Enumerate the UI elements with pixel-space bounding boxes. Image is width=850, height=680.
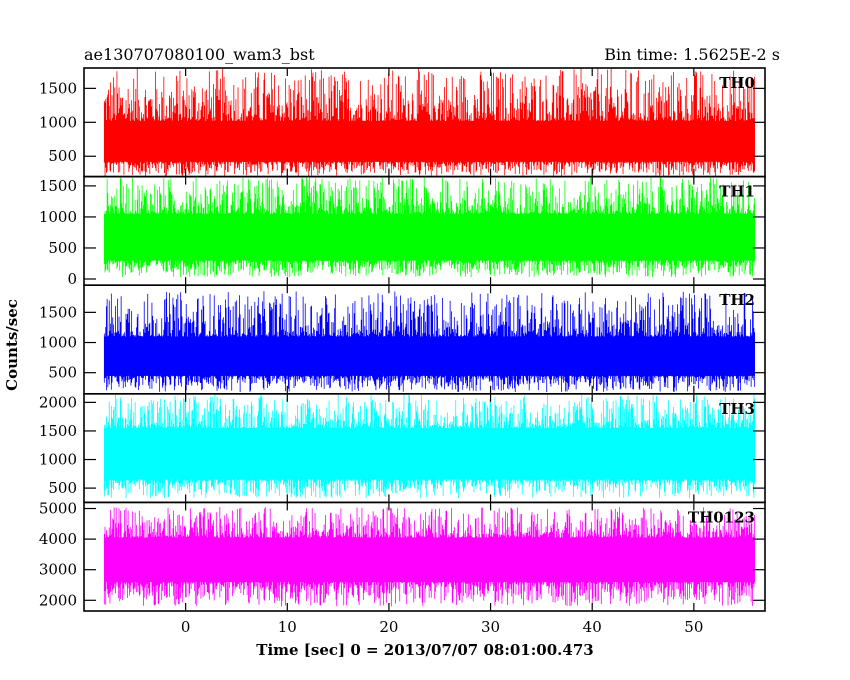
series-line-th2 [103, 291, 756, 392]
x-tick-label: 10 [278, 618, 297, 636]
y-axis-label: Counts/sec [3, 299, 21, 391]
x-tick-label: 30 [481, 618, 500, 636]
panel-label-th3: TH3 [719, 400, 755, 418]
series-line-th1 [103, 176, 756, 278]
panel-th2: 500 1000 1500 TH2 [39, 284, 766, 395]
y-tick-label: 1500 [39, 177, 77, 195]
y-tick-label: 2000 [39, 591, 77, 609]
panel-label-th0123: TH0123 [688, 508, 755, 526]
y-tick-label: 0 [67, 270, 77, 288]
y-tick-label: 4000 [39, 530, 77, 548]
panel-th0: 500 1000 1500 TH0 [39, 67, 766, 178]
panel-label-th0: TH0 [719, 74, 755, 92]
series-line-th3 [103, 393, 756, 499]
y-tick-label: 500 [48, 364, 77, 382]
x-tick-label: 50 [684, 618, 703, 636]
panel-th0123: 2000 3000 4000 5000 TH0123 [39, 500, 766, 612]
x-tick-label: 0 [181, 618, 191, 636]
y-tick-label: 1500 [39, 422, 77, 440]
series-line-th0123 [103, 507, 756, 607]
x-axis-label: Time [sec] 0 = 2013/07/07 08:01:00.473 [256, 641, 593, 659]
y-tick-label: 1500 [39, 303, 77, 321]
bin-time-label: Bin time: 1.5625E-2 s [604, 45, 780, 64]
panel-th1: 0 500 1000 1500 TH1 [39, 175, 766, 288]
panel-label-th1: TH1 [719, 183, 755, 201]
panel-frame [83, 501, 766, 612]
y-tick-label: 1000 [39, 208, 77, 226]
series-line-th0 [103, 68, 756, 177]
chart-title: ae130707080100_wam3_bst [84, 45, 315, 64]
y-tick-label: 500 [48, 239, 77, 257]
panel-th3: 500 1000 1500 2000 TH3 [39, 392, 766, 504]
y-tick-label: 500 [48, 147, 77, 165]
y-tick-label: 1000 [39, 334, 77, 352]
y-tick-label: 1000 [39, 451, 77, 469]
x-tick-label: 20 [379, 618, 398, 636]
y-tick-label: 1500 [39, 79, 77, 97]
panel-label-th2: TH2 [719, 291, 755, 309]
y-tick-label: 500 [48, 479, 77, 497]
y-tick-label: 1000 [39, 113, 77, 131]
y-tick-label: 3000 [39, 561, 77, 579]
x-tick-label: 40 [583, 618, 602, 636]
y-tick-label: 5000 [39, 500, 77, 518]
y-tick-label: 2000 [39, 393, 77, 411]
